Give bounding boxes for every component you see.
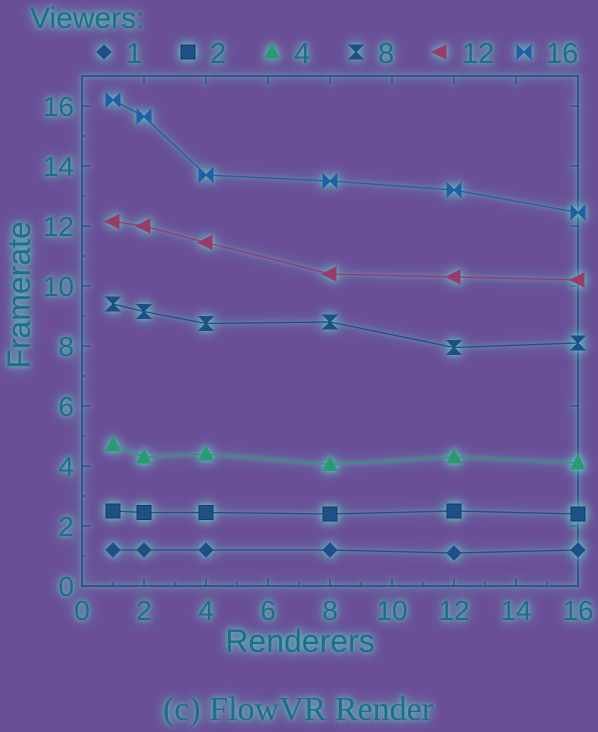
legend-label-8: 8: [378, 38, 394, 70]
data-point-16: [136, 108, 152, 125]
legend: Viewers: 1 2 4 8 12 16: [30, 2, 578, 70]
data-point-2: [446, 503, 462, 519]
y-tick-label: 6: [58, 391, 74, 422]
data-point-4: [136, 447, 152, 464]
data-point-8: [321, 314, 339, 330]
x-tick-label: 8: [322, 595, 338, 626]
y-tick-label: 2: [58, 511, 74, 542]
legend-label-1: 1: [126, 38, 142, 70]
x-tick-label: 0: [74, 595, 90, 626]
data-point-12: [134, 218, 151, 234]
data-point-16: [198, 166, 214, 184]
series-line-8: [112, 303, 579, 349]
data-point-12: [196, 234, 213, 251]
series-4: [105, 435, 586, 471]
data-point-12: [320, 266, 337, 282]
data-point-12: [103, 213, 120, 230]
y-tick-label: 16: [43, 91, 74, 122]
data-point-4: [198, 444, 214, 461]
x-tick-label: 10: [376, 595, 407, 626]
y-tick-label: 14: [43, 151, 74, 182]
series-line-4: [112, 444, 579, 466]
y-tick-label: 8: [58, 331, 74, 362]
data-point-4: [446, 447, 462, 464]
x-tick-label: 14: [500, 595, 531, 626]
data-point-2: [322, 506, 338, 522]
data-point-1: [322, 542, 338, 558]
series-line-12: [112, 220, 579, 281]
legend-marker-12: [430, 44, 447, 60]
data-point-2: [570, 506, 586, 522]
x-tick-label: 6: [260, 595, 276, 626]
series-8: [104, 296, 587, 355]
series-2: [105, 503, 586, 522]
data-point-16: [570, 204, 586, 221]
data-point-16: [322, 172, 338, 190]
data-point-1: [570, 542, 586, 558]
data-point-1: [446, 545, 462, 561]
data-point-16: [105, 91, 121, 109]
data-point-8: [569, 335, 587, 351]
x-axis-label: Renderers: [225, 623, 374, 659]
data-point-12: [568, 272, 585, 288]
legend-label-4: 4: [294, 38, 310, 70]
legend-label-16: 16: [546, 38, 578, 70]
series-line-16: [112, 99, 579, 214]
data-point-8: [445, 340, 463, 355]
series-12: [103, 213, 585, 288]
data-point-1: [105, 542, 121, 558]
data-point-2: [198, 505, 214, 520]
data-point-2: [136, 505, 152, 520]
axes: 0 2 4 6 8 10 12 14 16 0 2 4 6 8 10 12 14 16: [43, 75, 594, 626]
legend-title: Viewers:: [30, 2, 145, 35]
data-point-8: [197, 316, 215, 331]
series-1: [105, 542, 586, 561]
x-tick-label: 12: [438, 595, 469, 626]
series-line-1: [113, 549, 579, 554]
legend-marker-8: [347, 44, 365, 60]
legend-marker-16: [516, 43, 532, 61]
y-tick-label: 4: [58, 451, 74, 482]
legend-marker-2: [180, 44, 196, 60]
y-tick-label: 0: [58, 571, 74, 602]
legend-marker-1: [96, 44, 112, 60]
legend-label-2: 2: [210, 38, 226, 70]
legend-marker-4: [264, 42, 280, 59]
x-tick-label: 2: [136, 595, 152, 626]
y-axis-label: Framerate: [1, 221, 37, 369]
data-point-4: [570, 453, 586, 470]
series-group: [103, 91, 587, 561]
data-point-8: [135, 304, 153, 319]
data-point-1: [198, 542, 214, 558]
y-tick-label: 10: [43, 271, 74, 302]
series-16: [105, 91, 586, 221]
y-tick-label: 12: [43, 211, 74, 242]
data-point-8: [104, 296, 122, 312]
legend-label-12: 12: [462, 38, 494, 70]
series-line-2: [112, 510, 579, 515]
x-tick-label: 4: [198, 595, 214, 626]
data-point-12: [444, 269, 461, 285]
data-point-1: [136, 542, 152, 558]
data-point-16: [446, 181, 462, 199]
data-point-2: [105, 503, 121, 519]
data-point-4: [322, 455, 338, 471]
chart-caption: (c) FlowVR Render: [163, 691, 434, 728]
data-point-4: [105, 435, 121, 452]
x-tick-label: 16: [562, 595, 593, 626]
